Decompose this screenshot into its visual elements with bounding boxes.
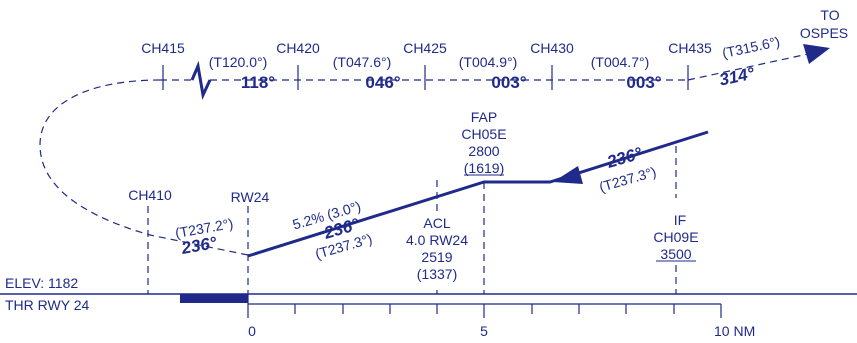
outbound-magnetic-course: 314° — [718, 64, 757, 90]
scale-label-10: 10 NM — [714, 323, 755, 339]
magnetic-course-2: 046° — [365, 73, 400, 92]
true-course-4: (T004.7°) — [591, 54, 650, 70]
runway-bar — [180, 294, 248, 303]
acl-altitude: 2519 — [421, 249, 452, 265]
magnetic-course-3: 003° — [491, 73, 526, 92]
top-route-track — [39, 44, 830, 256]
magnetic-course-1: 118° — [241, 73, 275, 92]
inbound-true-course: (T237.3°) — [597, 163, 658, 195]
scale-ticks — [247, 294, 722, 318]
if-label: IF — [674, 212, 686, 228]
fix-label-ch410: CH410 — [128, 187, 172, 203]
outbound-arrowhead — [803, 44, 830, 64]
turn-loop-path — [39, 79, 249, 256]
acl-height: (1337) — [417, 266, 457, 282]
inbound-arrowhead — [553, 166, 583, 184]
destination-ospes: OSPES — [800, 25, 848, 41]
acl-distance: 4.0 RW24 — [406, 232, 468, 248]
descent-path — [247, 130, 709, 258]
fix-label-rw24: RW24 — [231, 189, 270, 205]
fap-fix: CH05E — [461, 126, 506, 142]
fix-label-ch435: CH435 — [668, 40, 712, 56]
true-course-2: (T047.6°) — [333, 54, 392, 70]
outbound-true-course: (T315.6°) — [721, 33, 782, 61]
threshold-label: THR RWY 24 — [5, 297, 89, 313]
true-course-1: (T120.0°) — [209, 54, 268, 70]
scale-label-0: 0 — [248, 323, 256, 339]
magnetic-course-4: 003° — [626, 73, 661, 92]
top-fix-ticks — [162, 65, 689, 90]
fap-label: FAP — [471, 109, 497, 125]
true-course-3: (T004.9°) — [459, 54, 518, 70]
fap-altitude: 2800 — [468, 143, 499, 159]
scale-label-5: 5 — [480, 323, 488, 339]
outbound-track-line — [687, 53, 809, 81]
fix-label-ch425: CH425 — [403, 40, 447, 56]
acl-label: ACL — [423, 215, 450, 231]
destination-to: TO — [820, 7, 839, 23]
if-altitude: 3500 — [660, 246, 691, 262]
track-break-symbol — [190, 60, 212, 100]
fix-label-ch420: CH420 — [276, 40, 320, 56]
fix-label-ch415: CH415 — [141, 40, 185, 56]
if-fix: CH09E — [653, 229, 698, 245]
elevation-label: ELEV: 1182 — [5, 275, 78, 291]
fap-height: (1619) — [464, 160, 504, 176]
fix-label-ch430: CH430 — [530, 40, 574, 56]
